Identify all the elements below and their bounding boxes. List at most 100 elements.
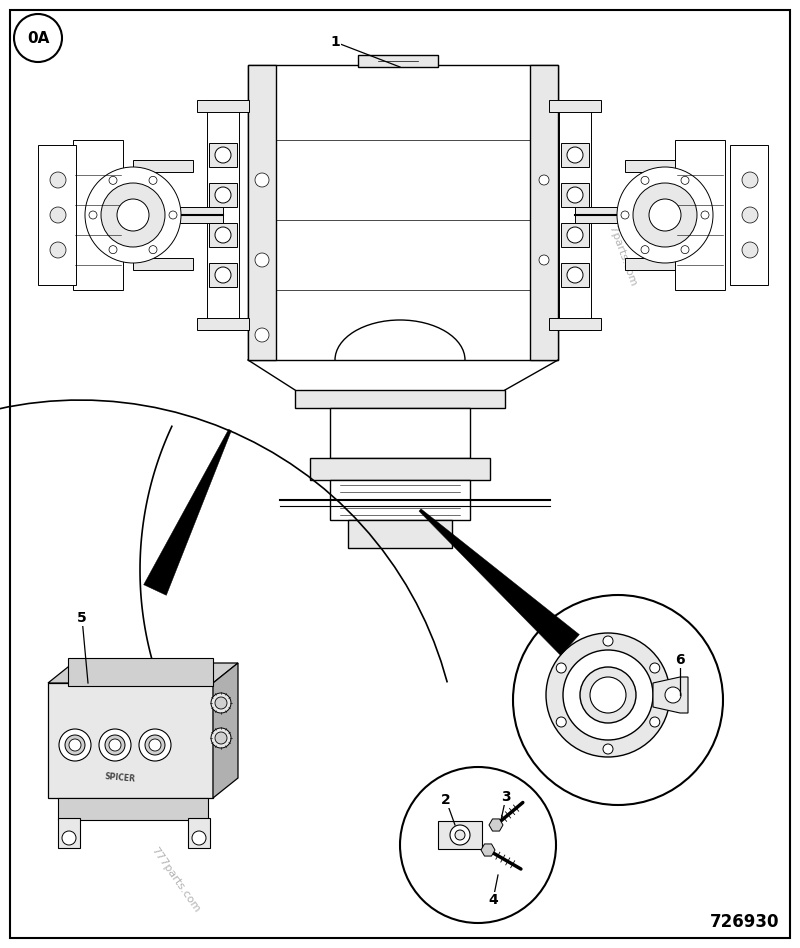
Circle shape <box>590 677 626 713</box>
Circle shape <box>556 717 566 727</box>
Polygon shape <box>419 509 579 655</box>
Bar <box>348 520 452 548</box>
Text: 0A: 0A <box>27 30 49 46</box>
Circle shape <box>215 187 231 203</box>
Circle shape <box>617 167 713 263</box>
Bar <box>68 658 213 686</box>
Circle shape <box>101 183 165 247</box>
Text: 777parts.com: 777parts.com <box>602 212 638 288</box>
Bar <box>209 143 237 167</box>
Bar <box>133 258 193 270</box>
Bar <box>48 683 213 798</box>
Circle shape <box>149 739 161 751</box>
Circle shape <box>567 187 583 203</box>
Text: 3: 3 <box>501 790 511 804</box>
Text: 777parts.com: 777parts.com <box>391 495 469 505</box>
Circle shape <box>701 211 709 219</box>
Circle shape <box>681 176 689 184</box>
Bar <box>625 258 685 270</box>
Text: 777parts.com: 777parts.com <box>265 82 295 158</box>
Circle shape <box>681 246 689 254</box>
Bar <box>38 145 76 285</box>
Text: 777parts.com: 777parts.com <box>149 846 202 915</box>
Circle shape <box>169 211 177 219</box>
Circle shape <box>99 729 131 761</box>
Text: 5: 5 <box>77 611 87 625</box>
Bar <box>295 390 505 408</box>
Bar <box>675 140 725 290</box>
Circle shape <box>641 176 649 184</box>
Circle shape <box>211 693 231 713</box>
Bar <box>209 263 237 287</box>
Circle shape <box>215 147 231 163</box>
Bar <box>561 263 589 287</box>
Circle shape <box>563 650 653 740</box>
Circle shape <box>145 735 165 755</box>
Circle shape <box>742 207 758 223</box>
Text: 4: 4 <box>488 893 498 907</box>
Bar <box>133 160 193 172</box>
Circle shape <box>117 199 149 231</box>
Circle shape <box>255 328 269 342</box>
Circle shape <box>450 825 470 845</box>
Circle shape <box>149 176 157 184</box>
Polygon shape <box>48 663 238 683</box>
Circle shape <box>603 744 613 754</box>
Bar <box>73 140 123 290</box>
Bar <box>549 318 601 330</box>
Circle shape <box>567 147 583 163</box>
Bar <box>730 145 768 285</box>
Bar <box>575 207 680 223</box>
Bar <box>188 818 210 848</box>
Bar <box>58 798 208 820</box>
Circle shape <box>539 175 549 185</box>
Bar <box>625 160 685 172</box>
Circle shape <box>109 246 117 254</box>
Circle shape <box>50 207 66 223</box>
Circle shape <box>215 732 227 744</box>
Text: 1: 1 <box>330 35 340 49</box>
Circle shape <box>14 14 62 62</box>
Polygon shape <box>213 663 238 798</box>
Bar <box>330 408 470 458</box>
Circle shape <box>85 167 181 263</box>
Bar <box>207 100 239 330</box>
Text: 6: 6 <box>675 653 685 667</box>
Circle shape <box>149 246 157 254</box>
Circle shape <box>215 697 227 709</box>
Bar <box>248 65 558 360</box>
Circle shape <box>109 176 117 184</box>
Circle shape <box>455 830 465 840</box>
Bar <box>209 223 237 247</box>
Circle shape <box>580 667 636 723</box>
Circle shape <box>539 255 549 265</box>
Circle shape <box>105 735 125 755</box>
Circle shape <box>665 687 681 703</box>
Circle shape <box>50 242 66 258</box>
Circle shape <box>649 199 681 231</box>
Circle shape <box>556 663 566 673</box>
Circle shape <box>621 211 629 219</box>
Text: SPICER: SPICER <box>104 773 136 784</box>
Circle shape <box>192 831 206 845</box>
Bar <box>197 318 249 330</box>
Polygon shape <box>481 844 495 856</box>
Circle shape <box>513 595 723 805</box>
Bar <box>438 821 482 849</box>
Circle shape <box>89 211 97 219</box>
Circle shape <box>65 735 85 755</box>
Circle shape <box>215 227 231 243</box>
Polygon shape <box>653 677 688 713</box>
Circle shape <box>109 739 121 751</box>
Bar <box>209 183 237 207</box>
Circle shape <box>567 227 583 243</box>
Bar <box>58 818 80 848</box>
Circle shape <box>650 663 660 673</box>
Bar <box>561 223 589 247</box>
Bar <box>530 65 558 360</box>
Bar <box>561 183 589 207</box>
Circle shape <box>62 831 76 845</box>
Circle shape <box>215 267 231 283</box>
Polygon shape <box>144 429 231 595</box>
Circle shape <box>742 172 758 188</box>
